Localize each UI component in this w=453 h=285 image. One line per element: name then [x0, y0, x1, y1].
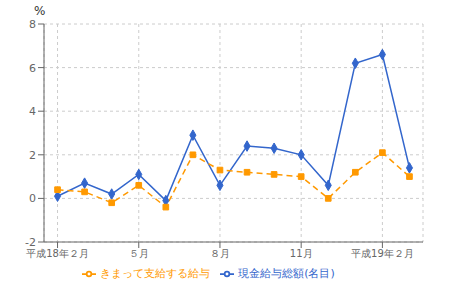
svg-text:平成19年２月: 平成19年２月 [351, 248, 414, 259]
svg-text:-2: -2 [25, 236, 36, 249]
svg-text:0: 0 [29, 192, 36, 205]
svg-text:4: 4 [29, 105, 36, 118]
html-text:現金給与総額(名目): 現金給与総額(名目) [238, 267, 335, 280]
svg-text:8: 8 [29, 18, 36, 31]
svg-text:平成18年２月: 平成18年２月 [26, 248, 89, 259]
svg-text:８月: ８月 [210, 248, 230, 259]
svg-text:５月: ５月 [129, 248, 149, 259]
svg-text:11月: 11月 [290, 248, 313, 259]
html-text:きまって支給する給与: きまって支給する給与 [100, 267, 211, 280]
svg-text:2: 2 [29, 149, 36, 162]
svg-text:6: 6 [29, 62, 36, 75]
